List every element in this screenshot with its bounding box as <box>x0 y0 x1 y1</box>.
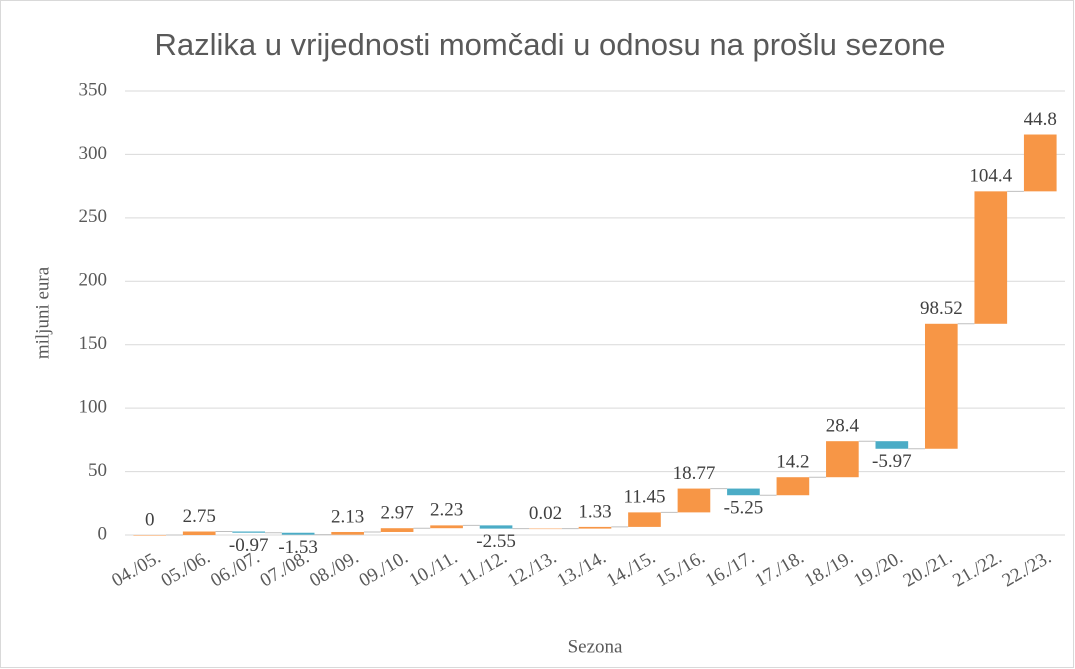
x-axis-label: Sezona <box>568 636 623 657</box>
data-label: 2.23 <box>430 500 463 521</box>
bar <box>578 526 612 529</box>
data-label: 0.02 <box>529 503 562 524</box>
y-axis-label: miljuni eura <box>32 266 53 359</box>
data-label: 2.97 <box>380 503 413 524</box>
bar <box>331 531 364 535</box>
chart-title: Razlika u vrijednosti momčadi u odnosu n… <box>155 27 946 62</box>
y-tick-label: 200 <box>79 270 108 291</box>
bar <box>479 525 513 529</box>
bar <box>430 525 463 529</box>
data-label: 28.4 <box>826 416 860 437</box>
bar <box>182 531 216 535</box>
bar <box>776 477 810 496</box>
data-label: 11.45 <box>623 487 665 508</box>
bar <box>924 323 958 449</box>
data-label: 44.8 <box>1024 109 1057 130</box>
bar <box>133 535 167 536</box>
bar <box>727 488 760 496</box>
bar <box>529 528 562 530</box>
y-tick-label: 150 <box>79 333 108 354</box>
data-label: 2.75 <box>183 506 216 527</box>
bar <box>232 531 266 533</box>
data-label: -5.97 <box>872 451 912 472</box>
y-tick-label: 350 <box>79 79 108 100</box>
data-label: 18.77 <box>673 463 716 484</box>
bar <box>826 441 859 478</box>
y-tick-label: 300 <box>79 143 108 164</box>
bar <box>628 512 661 527</box>
y-tick-label: 100 <box>79 397 108 418</box>
data-label: 104.4 <box>969 166 1012 187</box>
y-tick-label: 50 <box>88 460 107 481</box>
data-label: 98.52 <box>920 298 963 319</box>
data-label: -2.55 <box>476 531 516 552</box>
bar <box>875 441 909 449</box>
bar <box>281 532 315 535</box>
bar <box>677 488 711 513</box>
bar <box>380 528 414 532</box>
y-tick-label: 0 <box>98 523 108 544</box>
data-label: 1.33 <box>578 501 611 522</box>
data-label: 0 <box>145 509 155 530</box>
bar <box>1023 134 1057 192</box>
bar <box>974 191 1008 324</box>
y-tick-label: 250 <box>79 206 108 227</box>
data-label: 14.2 <box>776 452 809 473</box>
data-label: -1.53 <box>278 537 318 558</box>
data-label: 2.13 <box>331 506 364 527</box>
data-label: -0.97 <box>229 535 269 556</box>
data-label: -5.25 <box>724 498 764 519</box>
